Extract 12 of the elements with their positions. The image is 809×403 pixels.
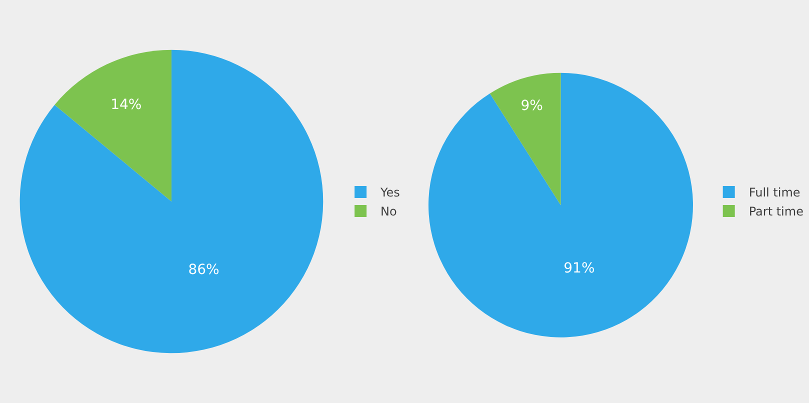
- pie-slice: [490, 72, 561, 206]
- legend-label: Yes: [380, 186, 400, 200]
- data-label: 86%: [188, 262, 220, 278]
- legend-label: Full time: [748, 186, 800, 200]
- legend-label: No: [380, 204, 397, 219]
- pie-slice: [428, 72, 693, 338]
- data-label: 14%: [110, 97, 142, 114]
- pie-slice: [20, 50, 324, 353]
- data-label: 91%: [564, 260, 595, 277]
- data-label: 9%: [520, 98, 543, 114]
- pie-slice: [54, 50, 172, 202]
- legend-label: Part time: [748, 204, 804, 219]
